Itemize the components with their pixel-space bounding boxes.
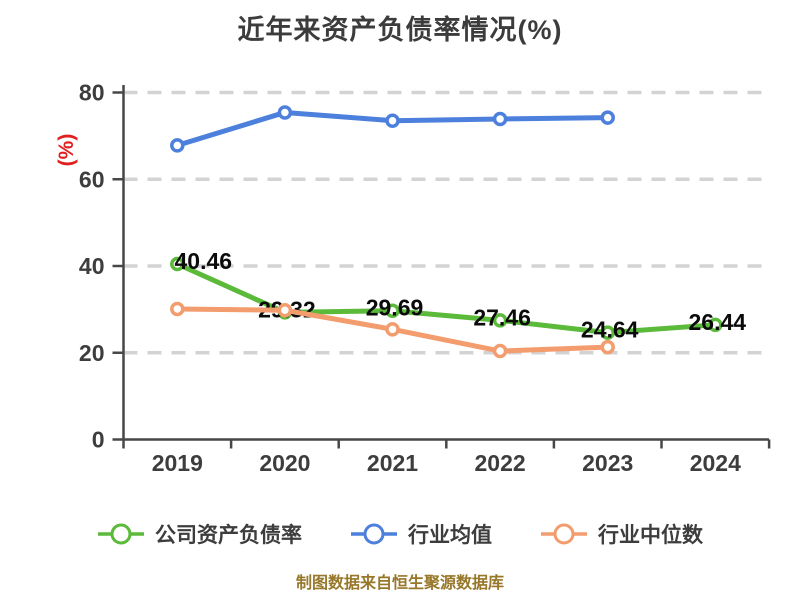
company-debt-ratio-label-2019: 40.46	[175, 248, 233, 274]
legend-label-industry-average: 行业均值	[408, 524, 492, 547]
company-debt-ratio-label-2024: 26.44	[689, 309, 747, 335]
legend-label-company-debt-ratio: 公司资产负债率	[155, 524, 302, 547]
company-debt-ratio-point-2023	[600, 325, 615, 340]
legend-item-industry-median[interactable]: 行业中位数	[540, 519, 703, 549]
industry-average-point-2020	[277, 105, 293, 120]
company-debt-ratio-label-2023: 24.64	[581, 317, 639, 343]
line-chart: 0 20 40 60 80 2019 2020 2021 2022 2023 2024 (%) 40.4…	[55, 80, 771, 476]
y-axis-title: (%)	[55, 134, 78, 167]
x-tick-label-2021: 2021	[367, 450, 418, 476]
legend: 公司资产负债率 行业均值 行业中位数	[0, 519, 800, 549]
legend-marker-industry-median-icon	[541, 523, 587, 545]
company-debt-ratio-point-2022	[492, 313, 508, 328]
industry-average-point-2023	[600, 110, 615, 125]
company-debt-ratio-point-2019	[170, 256, 185, 272]
legend-item-company-debt-ratio[interactable]: 公司资产负债率	[97, 519, 302, 549]
industry-median-point-2022	[492, 343, 508, 359]
company-debt-ratio-point-2024	[708, 317, 723, 333]
legend-item-industry-average[interactable]: 行业均值	[350, 519, 492, 549]
x-tick-label-2019: 2019	[152, 450, 203, 476]
y-tick-label: 60	[79, 166, 105, 192]
x-tick-label-2020: 2020	[259, 450, 310, 476]
industry-median-point-2021	[385, 322, 400, 337]
industry-average-point-2021	[385, 113, 400, 128]
x-tick-label-2024: 2024	[690, 450, 741, 476]
data-source-note: 制图数据来自恒生聚源数据库	[295, 575, 504, 592]
company-debt-ratio-point-2021	[385, 303, 400, 318]
industry-median-point-2020	[277, 302, 293, 318]
legend-marker-company-debt-ratio-icon	[98, 523, 144, 545]
industry-median-point-2019	[170, 301, 185, 317]
chart-title: 近年来资产负债率情况(%)	[237, 15, 563, 45]
y-tick-label: 80	[79, 80, 105, 106]
x-tick-label-2023: 2023	[582, 450, 633, 476]
y-tick-label: 0	[92, 427, 105, 453]
y-tick-label: 40	[79, 253, 105, 279]
industry-average-point-2022	[492, 111, 508, 127]
legend-marker-industry-average-icon	[351, 523, 397, 545]
company-debt-ratio-label-2021: 29.69	[366, 295, 424, 321]
company-debt-ratio-label-2022: 27.46	[473, 304, 531, 330]
legend-label-industry-median: 行业中位数	[598, 524, 703, 547]
industry-average-point-2019	[170, 138, 185, 153]
company-debt-ratio-line	[174, 261, 718, 336]
industry-median-point-2023	[600, 339, 615, 355]
y-tick-label: 20	[79, 340, 105, 366]
x-tick-label-2022: 2022	[475, 450, 526, 476]
